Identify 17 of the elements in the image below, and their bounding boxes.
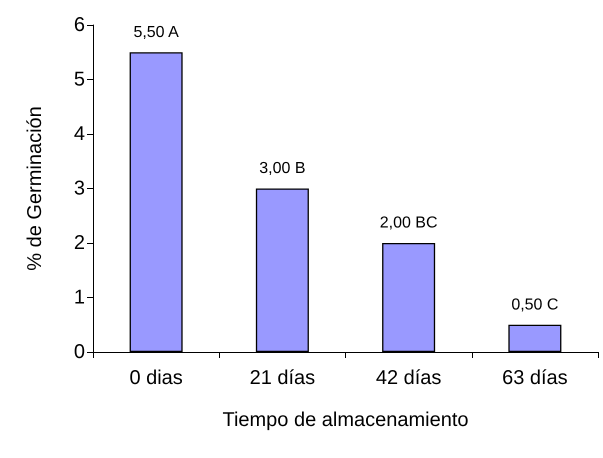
x-axis-title: Tiempo de almacenamiento — [222, 409, 469, 431]
data-label: 5,50 A — [133, 24, 180, 41]
x-tick-label: 0 dias — [129, 367, 183, 389]
y-axis-title: % de Germinación — [24, 106, 46, 271]
data-label: 0,50 C — [511, 296, 558, 314]
y-tick-label: 3 — [74, 178, 85, 200]
y-tick-label: 5 — [74, 68, 85, 90]
y-tick-label: 4 — [74, 123, 85, 145]
x-tick-label: 63 días — [502, 367, 568, 389]
data-label: 2,00 BC — [380, 214, 438, 232]
y-tick-label: 6 — [74, 14, 85, 36]
y-tick-label: 2 — [74, 232, 85, 254]
x-tick-label: 21 días — [250, 367, 316, 389]
y-tick-label: 0 — [74, 341, 85, 363]
x-tick-label: 42 días — [376, 367, 442, 389]
y-tick-label: 1 — [74, 286, 85, 308]
data-label: 3,00 B — [259, 160, 306, 177]
